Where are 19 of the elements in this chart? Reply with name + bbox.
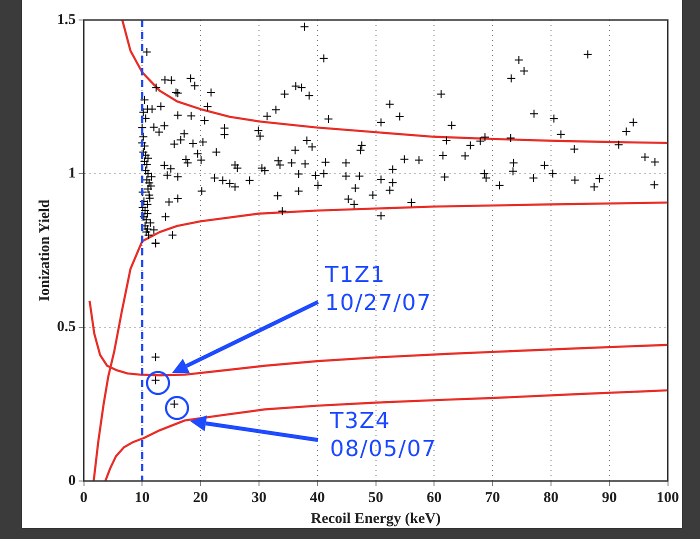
x-tick-label: 30 <box>251 490 266 506</box>
annotation: T3Z4 08/05/07 <box>330 408 437 464</box>
x-tick-label: 0 <box>80 490 88 506</box>
x-tick-label: 80 <box>543 490 558 506</box>
annotation: T1Z1 10/27/07 <box>325 262 432 318</box>
x-axis-title: Recoil Energy (keV) <box>310 510 441 527</box>
y-tick-label: 1.5 <box>57 12 76 28</box>
x-tick-label: 20 <box>193 490 208 506</box>
x-tick-label: 60 <box>426 490 442 506</box>
y-axis-title: Ionization Yield <box>36 198 53 302</box>
x-tick-label: 70 <box>485 490 500 506</box>
y-tick-label: 0.5 <box>57 319 76 336</box>
x-tick-label: 10 <box>134 490 150 506</box>
x-tick-label: 40 <box>310 490 325 506</box>
x-tick-label: 100 <box>656 490 679 506</box>
y-tick-label: 1 <box>68 166 76 182</box>
x-tick-label: 90 <box>602 490 617 506</box>
x-tick-label: 50 <box>368 490 384 506</box>
y-tick-label: 0 <box>68 472 76 489</box>
